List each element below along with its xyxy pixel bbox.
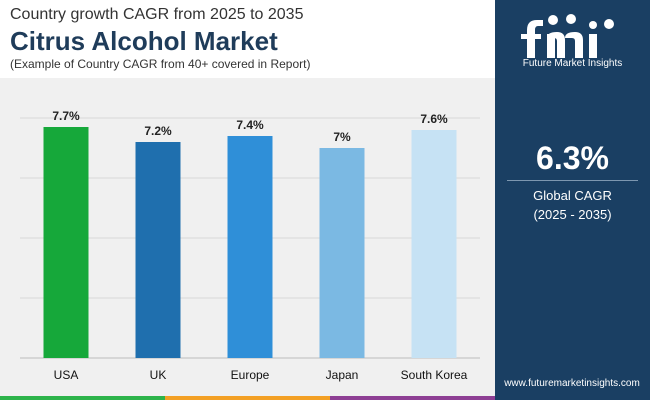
bar-chart: 7.7% USA 7.2% UK 7.4% Europe 7% Japan 7.6% South …: [20, 109, 480, 382]
bar-uk: [135, 142, 181, 358]
strip-segment-green: [0, 396, 165, 400]
x-tick-label: Japan: [326, 368, 359, 382]
x-tick-label: South Korea: [401, 368, 468, 382]
x-tick-label: USA: [54, 368, 79, 382]
header: Country growth CAGR from 2025 to 2035 Ci…: [0, 0, 495, 78]
data-label: 7.2%: [144, 124, 172, 138]
data-label: 7.7%: [52, 109, 80, 123]
x-tick-label: UK: [150, 368, 167, 382]
bottom-color-strip: [0, 396, 650, 400]
bar-europe: [227, 136, 273, 358]
fmi-logo-icon: [521, 14, 614, 58]
chart-note: (Example of Country CAGR from 40+ covere…: [10, 57, 311, 71]
brand-name: Future Market Insights: [522, 58, 623, 69]
data-label: 7%: [333, 130, 351, 144]
x-tick-label: Europe: [231, 368, 270, 382]
bar-south-korea: [411, 130, 457, 358]
chart-subtitle: Country growth CAGR from 2025 to 2035: [10, 6, 304, 23]
website-link[interactable]: www.futuremarketinsights.com: [504, 378, 640, 389]
strip-segment-orange: [165, 396, 330, 400]
data-label: 7.6%: [420, 112, 448, 126]
global-cagr-period: (2025 - 2035): [533, 207, 612, 222]
chart-title: Citrus Alcohol Market: [10, 26, 278, 56]
global-cagr-label: Global CAGR: [533, 188, 612, 203]
strip-segment-navy: [495, 396, 650, 400]
panel-divider: [507, 180, 638, 181]
bar-usa: [43, 127, 89, 358]
strip-segment-purple: [330, 396, 495, 400]
bar-japan: [319, 148, 365, 358]
global-cagr-value: 6.3%: [536, 140, 609, 176]
right-panel: Future Market Insights 6.3% Global CAGR …: [495, 0, 650, 400]
data-label: 7.4%: [236, 118, 264, 132]
